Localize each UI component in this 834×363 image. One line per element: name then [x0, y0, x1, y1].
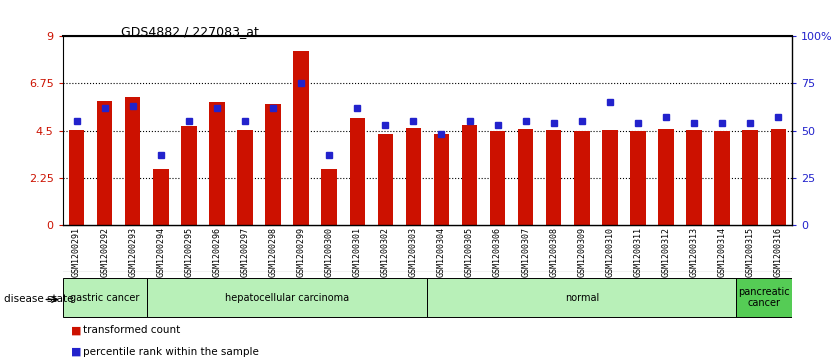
- Bar: [294, 51, 309, 225]
- Text: GSM1200305: GSM1200305: [465, 227, 474, 277]
- Text: GSM1200291: GSM1200291: [72, 227, 81, 277]
- Bar: [742, 130, 758, 225]
- Bar: [349, 118, 365, 225]
- Text: GSM1200314: GSM1200314: [717, 227, 726, 277]
- Bar: [518, 129, 534, 225]
- Bar: [153, 170, 168, 225]
- Text: ■: ■: [71, 347, 82, 357]
- Bar: [125, 97, 140, 225]
- Text: GSM1200308: GSM1200308: [550, 227, 558, 277]
- Text: GSM1200295: GSM1200295: [184, 227, 193, 277]
- Bar: [405, 127, 421, 225]
- Text: GSM1200298: GSM1200298: [269, 227, 278, 277]
- Bar: [462, 126, 477, 225]
- Text: transformed count: transformed count: [83, 325, 181, 335]
- Bar: [97, 101, 113, 225]
- Bar: [715, 131, 730, 225]
- Bar: [69, 130, 84, 225]
- Text: ■: ■: [71, 325, 82, 335]
- Text: GSM1200304: GSM1200304: [437, 227, 446, 277]
- Text: GSM1200313: GSM1200313: [690, 227, 699, 277]
- Text: percentile rank within the sample: percentile rank within the sample: [83, 347, 259, 357]
- Text: disease state: disease state: [4, 294, 73, 305]
- Text: hepatocellular carcinoma: hepatocellular carcinoma: [225, 293, 349, 303]
- Bar: [602, 130, 618, 225]
- Bar: [490, 131, 505, 225]
- FancyBboxPatch shape: [63, 278, 147, 317]
- Bar: [686, 130, 701, 225]
- Text: GSM1200302: GSM1200302: [381, 227, 389, 277]
- Text: pancreatic
cancer: pancreatic cancer: [738, 287, 790, 309]
- Bar: [771, 129, 786, 225]
- Text: GSM1200294: GSM1200294: [156, 227, 165, 277]
- FancyBboxPatch shape: [736, 278, 792, 317]
- Bar: [631, 131, 646, 225]
- Bar: [265, 105, 281, 225]
- Bar: [546, 130, 561, 225]
- Text: GSM1200292: GSM1200292: [100, 227, 109, 277]
- Text: GDS4882 / 227083_at: GDS4882 / 227083_at: [121, 25, 259, 38]
- Text: GSM1200299: GSM1200299: [297, 227, 305, 277]
- Text: GSM1200311: GSM1200311: [634, 227, 642, 277]
- Text: GSM1200300: GSM1200300: [324, 227, 334, 277]
- Text: gastric cancer: gastric cancer: [70, 293, 139, 303]
- Bar: [658, 129, 674, 225]
- Text: GSM1200303: GSM1200303: [409, 227, 418, 277]
- Bar: [434, 134, 450, 225]
- Text: GSM1200315: GSM1200315: [746, 227, 755, 277]
- Text: GSM1200293: GSM1200293: [128, 227, 138, 277]
- Bar: [209, 102, 224, 225]
- Text: GSM1200297: GSM1200297: [240, 227, 249, 277]
- Text: GSM1200312: GSM1200312: [661, 227, 671, 277]
- FancyBboxPatch shape: [147, 278, 428, 317]
- Text: GSM1200306: GSM1200306: [493, 227, 502, 277]
- Text: GSM1200301: GSM1200301: [353, 227, 362, 277]
- Bar: [237, 130, 253, 225]
- Bar: [574, 131, 590, 225]
- FancyBboxPatch shape: [428, 278, 736, 317]
- Bar: [321, 170, 337, 225]
- Bar: [378, 134, 393, 225]
- Text: GSM1200296: GSM1200296: [213, 227, 221, 277]
- Text: GSM1200307: GSM1200307: [521, 227, 530, 277]
- Text: GSM1200316: GSM1200316: [774, 227, 783, 277]
- Bar: [181, 126, 197, 225]
- Text: normal: normal: [565, 293, 599, 303]
- Text: GSM1200310: GSM1200310: [605, 227, 615, 277]
- Text: GSM1200309: GSM1200309: [577, 227, 586, 277]
